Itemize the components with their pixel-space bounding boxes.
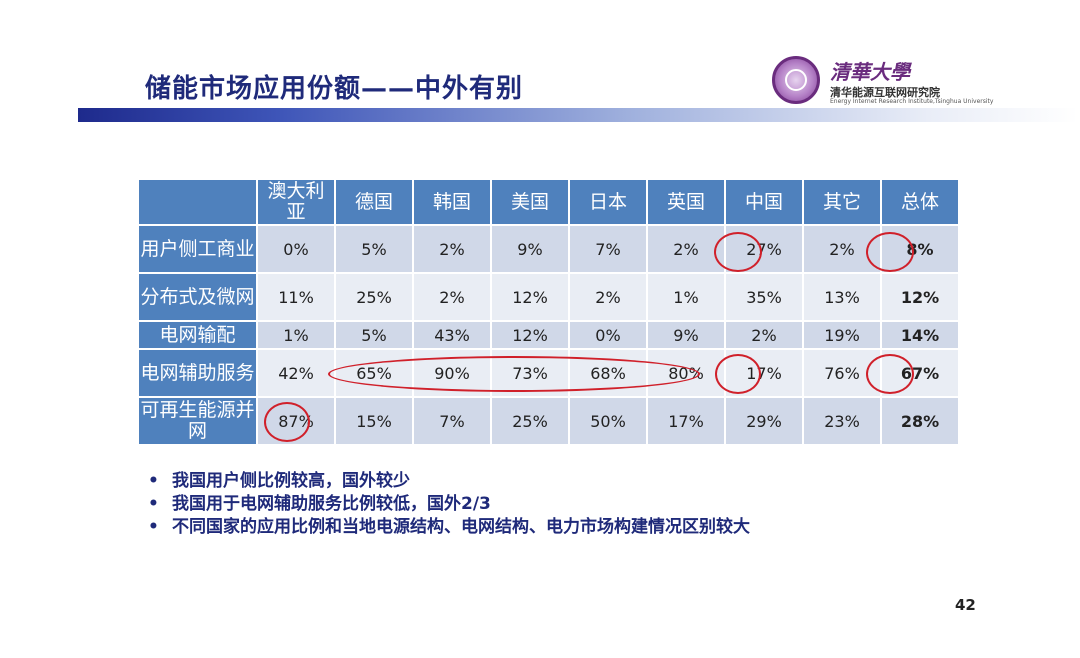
bullet-dot: • — [148, 517, 159, 537]
table-cell: 2% — [414, 274, 490, 320]
table-cell: 5% — [336, 226, 412, 272]
total-cell: 28% — [882, 398, 958, 444]
table-cell: 19% — [804, 322, 880, 348]
table-row: 分布式及微网 11% 25% 2% 12% 2% 1% 35% 13% 12% — [139, 274, 958, 320]
row-header: 分布式及微网 — [139, 274, 256, 320]
bullet-text: 不同国家的应用比例和当地电源结构、电网结构、电力市场构建情况区别较大 — [172, 517, 750, 537]
total-cell: 12% — [882, 274, 958, 320]
bullet-item: • 我国用于电网辅助服务比例较低，国外2/3 — [148, 493, 750, 516]
table-cell: 29% — [726, 398, 802, 444]
table-cell: 17% — [648, 398, 724, 444]
slide-title: 储能市场应用份额——中外有别 — [145, 74, 524, 104]
table-cell: 0% — [570, 322, 646, 348]
bullet-text: 我国用于电网辅助服务比例较低，国外2/3 — [172, 494, 491, 514]
table-cell: 11% — [258, 274, 334, 320]
table-cell: 0% — [258, 226, 334, 272]
row-header: 用户侧工商业 — [139, 226, 256, 272]
table-cell: 13% — [804, 274, 880, 320]
table-row: 用户侧工商业 0% 5% 2% 9% 7% 2% 27% 2% 8% — [139, 226, 958, 272]
column-header: 韩国 — [414, 180, 490, 224]
university-name: 清華大學 — [830, 60, 910, 84]
column-header: 日本 — [570, 180, 646, 224]
table-cell: 35% — [726, 274, 802, 320]
column-header: 中国 — [726, 180, 802, 224]
highlight-circle-australia-renewable — [264, 402, 310, 442]
table-cell: 25% — [336, 274, 412, 320]
highlight-circle-china-ancillary — [715, 354, 761, 394]
bullet-item: • 不同国家的应用比例和当地电源结构、电网结构、电力市场构建情况区别较大 — [148, 516, 750, 539]
page-number: 42 — [955, 596, 976, 614]
table-row: 可再生能源并网 87% 15% 7% 25% 50% 17% 29% 23% 2… — [139, 398, 958, 444]
table-cell: 9% — [648, 322, 724, 348]
institute-name-en: Energy Internet Research Institute,Tsing… — [830, 98, 994, 105]
table-cell: 42% — [258, 350, 334, 396]
bullet-text: 我国用户侧比例较高，国外较少 — [172, 471, 410, 491]
column-header: 美国 — [492, 180, 568, 224]
table-cell: 2% — [414, 226, 490, 272]
table-cell: 5% — [336, 322, 412, 348]
highlight-circle-total-user-side — [866, 232, 914, 272]
title-gradient-bar — [78, 108, 1078, 122]
table-cell: 1% — [258, 322, 334, 348]
university-seal-icon — [772, 56, 820, 104]
market-share-table: 澳大利亚 德国 韩国 美国 日本 英国 中国 其它 总体 用户侧工商业 0% 5… — [137, 178, 960, 446]
table-cell: 23% — [804, 398, 880, 444]
row-header: 可再生能源并网 — [139, 398, 256, 444]
bullet-dot: • — [148, 471, 159, 491]
bullet-item: • 我国用户侧比例较高，国外较少 — [148, 470, 750, 493]
column-header: 英国 — [648, 180, 724, 224]
table-cell: 7% — [570, 226, 646, 272]
bullet-dot: • — [148, 494, 159, 514]
table-header-row: 澳大利亚 德国 韩国 美国 日本 英国 中国 其它 总体 — [139, 180, 958, 224]
column-header: 其它 — [804, 180, 880, 224]
bullet-list: • 我国用户侧比例较高，国外较少 • 我国用于电网辅助服务比例较低，国外2/3 • 不… — [148, 470, 750, 539]
row-header: 电网输配 — [139, 322, 256, 348]
row-header: 电网辅助服务 — [139, 350, 256, 396]
table-cell: 12% — [492, 322, 568, 348]
table-cell: 50% — [570, 398, 646, 444]
table-cell: 2% — [570, 274, 646, 320]
table-cell: 12% — [492, 274, 568, 320]
column-header: 总体 — [882, 180, 958, 224]
table-cell: 1% — [648, 274, 724, 320]
table-cell: 7% — [414, 398, 490, 444]
highlight-circle-total-ancillary — [866, 354, 914, 394]
highlight-circle-china-user-side — [714, 232, 762, 272]
table-corner-cell — [139, 180, 256, 224]
column-header: 澳大利亚 — [258, 180, 334, 224]
highlight-circle-foreign-ancillary — [328, 356, 700, 392]
table-cell: 25% — [492, 398, 568, 444]
table-cell: 43% — [414, 322, 490, 348]
table-cell: 15% — [336, 398, 412, 444]
table-row: 电网输配 1% 5% 43% 12% 0% 9% 2% 19% 14% — [139, 322, 958, 348]
table-cell: 9% — [492, 226, 568, 272]
column-header: 德国 — [336, 180, 412, 224]
institute-name: 清华能源互联网研究院 — [830, 86, 940, 99]
total-cell: 14% — [882, 322, 958, 348]
table-cell: 2% — [648, 226, 724, 272]
table-cell: 2% — [726, 322, 802, 348]
tsinghua-logo: 清華大學 清华能源互联网研究院 Energy Internet Research… — [772, 56, 993, 106]
